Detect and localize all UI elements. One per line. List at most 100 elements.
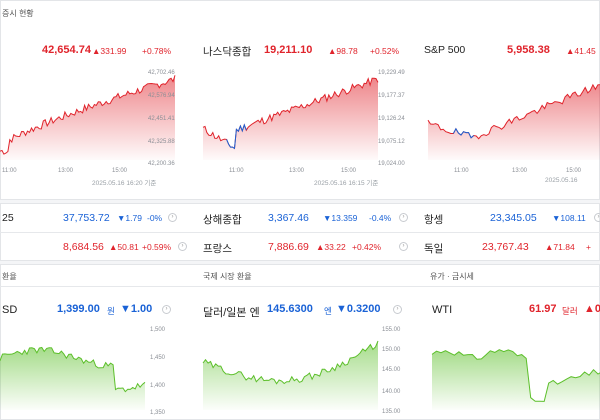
y-tick: 19,126.24 bbox=[378, 116, 405, 122]
y-tick: 155.00 bbox=[382, 327, 401, 333]
expand-icon[interactable]: › bbox=[393, 305, 402, 314]
y-tick: 1,450 bbox=[150, 355, 166, 361]
index-row-change: ▼13.359 bbox=[323, 213, 358, 223]
divider bbox=[0, 232, 600, 233]
index-row-value: 23,345.05 bbox=[490, 212, 537, 224]
x-tick: 11:00 bbox=[2, 168, 17, 174]
fx-name[interactable]: 달러/일본 엔 bbox=[203, 307, 260, 319]
y-tick: 42,702.46 bbox=[148, 70, 175, 76]
index-row-percent: -0.4% bbox=[369, 213, 392, 223]
expand-icon[interactable]: › bbox=[162, 305, 171, 314]
index-name[interactable]: 나스닥종합 bbox=[203, 46, 252, 58]
timestamp: 2025.05.16 16:15 기준 bbox=[314, 180, 379, 187]
y-tick: 145.00 bbox=[382, 367, 401, 373]
expand-icon[interactable]: › bbox=[168, 213, 177, 222]
index-change: ▲41.45 bbox=[566, 46, 596, 56]
index-chart-dow[interactable] bbox=[0, 70, 176, 160]
commodity-change: ▲0 bbox=[584, 303, 600, 315]
y-tick: 1,350 bbox=[150, 410, 166, 416]
expand-icon[interactable]: › bbox=[399, 213, 408, 222]
section-title-intl-fx: 국제 시장 환율 bbox=[203, 272, 252, 281]
y-tick: 19,024.00 bbox=[378, 161, 405, 167]
index-row-percent: +0.59% bbox=[142, 242, 172, 252]
chart-line bbox=[202, 340, 379, 385]
index-row-name[interactable]: 25 bbox=[2, 212, 14, 224]
fx-unit: 엔 bbox=[324, 306, 332, 316]
x-tick: 13:00 bbox=[58, 168, 74, 174]
index-row-name[interactable]: 상해종합 bbox=[203, 214, 242, 226]
index-change: ▲331.99 bbox=[92, 46, 127, 56]
divider bbox=[0, 286, 600, 287]
y-tick: 1,500 bbox=[150, 327, 166, 333]
index-name[interactable]: S&P 500 bbox=[424, 44, 466, 56]
chart-area bbox=[0, 75, 175, 160]
commodity-value[interactable]: 61.97 bbox=[529, 303, 557, 315]
fx-change: ▼1.00 bbox=[120, 303, 153, 315]
index-row-value: 37,753.72 bbox=[63, 212, 110, 224]
index-row-change: ▲33.22 bbox=[316, 242, 346, 252]
index-value[interactable]: 19,211.10 bbox=[264, 44, 313, 56]
x-tick: 15:00 bbox=[566, 168, 582, 174]
commodity-name[interactable]: WTI bbox=[432, 304, 453, 316]
expand-icon[interactable]: › bbox=[178, 242, 187, 251]
commodity-unit: 달러 bbox=[562, 306, 578, 316]
section-title-fx: 환율 bbox=[2, 272, 17, 281]
x-tick: 15:00 bbox=[341, 168, 357, 174]
y-tick: 19,229.49 bbox=[378, 70, 405, 76]
x-tick: 11:00 bbox=[454, 168, 469, 174]
y-tick: 19,075.12 bbox=[378, 139, 405, 145]
expand-icon[interactable]: › bbox=[594, 213, 600, 222]
y-tick: 19,177.37 bbox=[378, 93, 405, 99]
y-tick: 42,576.94 bbox=[148, 93, 175, 99]
x-tick: 11:00 bbox=[229, 168, 244, 174]
index-row-percent: -0% bbox=[147, 213, 163, 223]
index-row-value: 8,684.56 bbox=[63, 241, 104, 253]
index-row-value: 23,767.43 bbox=[482, 241, 529, 253]
chart-area bbox=[432, 349, 600, 410]
index-value[interactable]: 5,958.38 bbox=[507, 44, 550, 56]
index-row-percent: + bbox=[586, 242, 591, 252]
y-tick: 42,200.36 bbox=[148, 161, 175, 167]
section-title-commodities: 유가 · 금시세 bbox=[430, 272, 474, 281]
fx-value[interactable]: 145.6300 bbox=[267, 303, 313, 315]
expand-icon[interactable]: › bbox=[399, 242, 408, 251]
fx-name[interactable]: SD bbox=[2, 304, 18, 316]
fx-unit: 원 bbox=[107, 306, 115, 316]
commodity-chart-wti[interactable] bbox=[431, 330, 600, 410]
chart-line-below-open bbox=[452, 127, 475, 139]
index-change: ▲98.78 bbox=[328, 46, 358, 56]
chart-line bbox=[431, 349, 600, 402]
y-tick: 140.00 bbox=[382, 389, 401, 395]
chart-area bbox=[203, 78, 378, 160]
index-row-name[interactable]: 독일 bbox=[424, 243, 444, 255]
y-tick: 42,325.88 bbox=[148, 139, 175, 145]
fx-chart-usd-jpy[interactable] bbox=[202, 330, 379, 410]
index-row-value: 3,367.46 bbox=[268, 212, 309, 224]
index-percent: +0.78% bbox=[142, 46, 172, 56]
chart-area bbox=[203, 341, 378, 410]
y-tick: 150.00 bbox=[382, 347, 401, 353]
index-row-change: ▼1.79 bbox=[117, 213, 142, 223]
section-title-indices: 증시 현황 bbox=[2, 9, 34, 18]
chart-line bbox=[0, 75, 176, 155]
index-row-value: 7,886.69 bbox=[268, 241, 309, 253]
timestamp: 2025.05.16 16:20 기준 bbox=[92, 180, 157, 187]
chart-line-below-open bbox=[226, 123, 247, 150]
indices-panel bbox=[0, 0, 600, 200]
y-tick: 135.00 bbox=[382, 409, 401, 415]
chart-area bbox=[428, 84, 600, 160]
index-chart-sp500[interactable] bbox=[427, 70, 600, 160]
index-value[interactable]: 42,654.74 bbox=[42, 44, 91, 56]
index-row-name[interactable]: 항셍 bbox=[424, 214, 444, 226]
index-row-name[interactable]: 프랑스 bbox=[203, 243, 232, 255]
fx-chart-usd[interactable] bbox=[0, 330, 146, 410]
chart-area bbox=[0, 347, 145, 410]
index-percent: +0.52% bbox=[370, 46, 400, 56]
fx-change: ▼0.3200 bbox=[336, 303, 381, 315]
index-row-change: ▲71.84 bbox=[545, 242, 575, 252]
index-chart-nasdaq[interactable] bbox=[202, 70, 379, 160]
x-tick: 15:00 bbox=[112, 168, 128, 174]
index-row-change: ▲50.81 bbox=[109, 242, 139, 252]
fx-value[interactable]: 1,399.00 bbox=[57, 303, 100, 315]
y-tick: 1,400 bbox=[150, 383, 166, 389]
